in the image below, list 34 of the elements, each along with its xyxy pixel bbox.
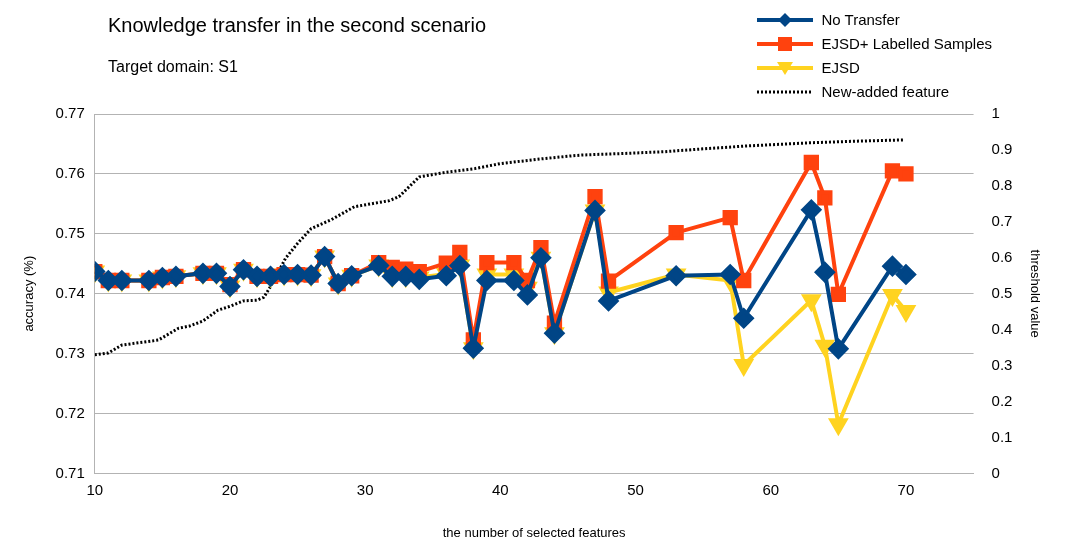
y-tick-label: 0.73 xyxy=(55,343,85,361)
y-tick-label: 0.77 xyxy=(55,104,85,122)
x-tick-label: 50 xyxy=(627,480,644,498)
y2-tick-label: 0.1 xyxy=(991,427,1013,445)
y2-tick-label: 0.3 xyxy=(991,355,1013,373)
x-tick-label: 10 xyxy=(86,480,104,498)
y2-tick-label: 0 xyxy=(991,463,1000,481)
x-tick-label: 60 xyxy=(762,480,780,498)
y-tick-label: 0.76 xyxy=(55,164,85,182)
y2-tick-label: 0.9 xyxy=(991,140,1013,158)
x-tick-label: 40 xyxy=(492,480,509,498)
y2-tick-label: 0.7 xyxy=(991,211,1013,229)
y-tick-label: 0.75 xyxy=(55,223,85,241)
y-tick-label: 0.74 xyxy=(55,283,85,301)
x-tick-label: 70 xyxy=(897,480,915,498)
legend-label: New-added feature xyxy=(821,82,950,102)
chart-title: Knowledge transfer in the second scenario xyxy=(108,14,487,37)
x-axis-title: the number of selected features xyxy=(442,524,627,540)
y2-tick-label: 1 xyxy=(991,104,1000,122)
y-axis-title: accuracy (%) xyxy=(21,255,37,332)
y2-axis-title: threshold value xyxy=(1027,249,1043,338)
chart-subtitle: Target domain: S1 xyxy=(108,58,238,76)
y2-tick-label: 0.8 xyxy=(991,176,1013,194)
y2-tick-label: 0.2 xyxy=(991,391,1013,409)
x-tick-label: 20 xyxy=(221,480,239,498)
x-tick-label: 30 xyxy=(356,480,374,498)
y2-tick-label: 0.4 xyxy=(991,319,1013,337)
y2-tick-label: 0.6 xyxy=(991,247,1013,265)
legend-label: EJSD+ Labelled Samples xyxy=(821,34,992,54)
y-tick-label: 0.71 xyxy=(55,463,85,481)
y-tick-label: 0.72 xyxy=(55,403,85,421)
legend-label: EJSD xyxy=(821,58,860,78)
y2-tick-label: 0.5 xyxy=(991,283,1013,301)
legend-label: No Transfer xyxy=(821,10,900,30)
